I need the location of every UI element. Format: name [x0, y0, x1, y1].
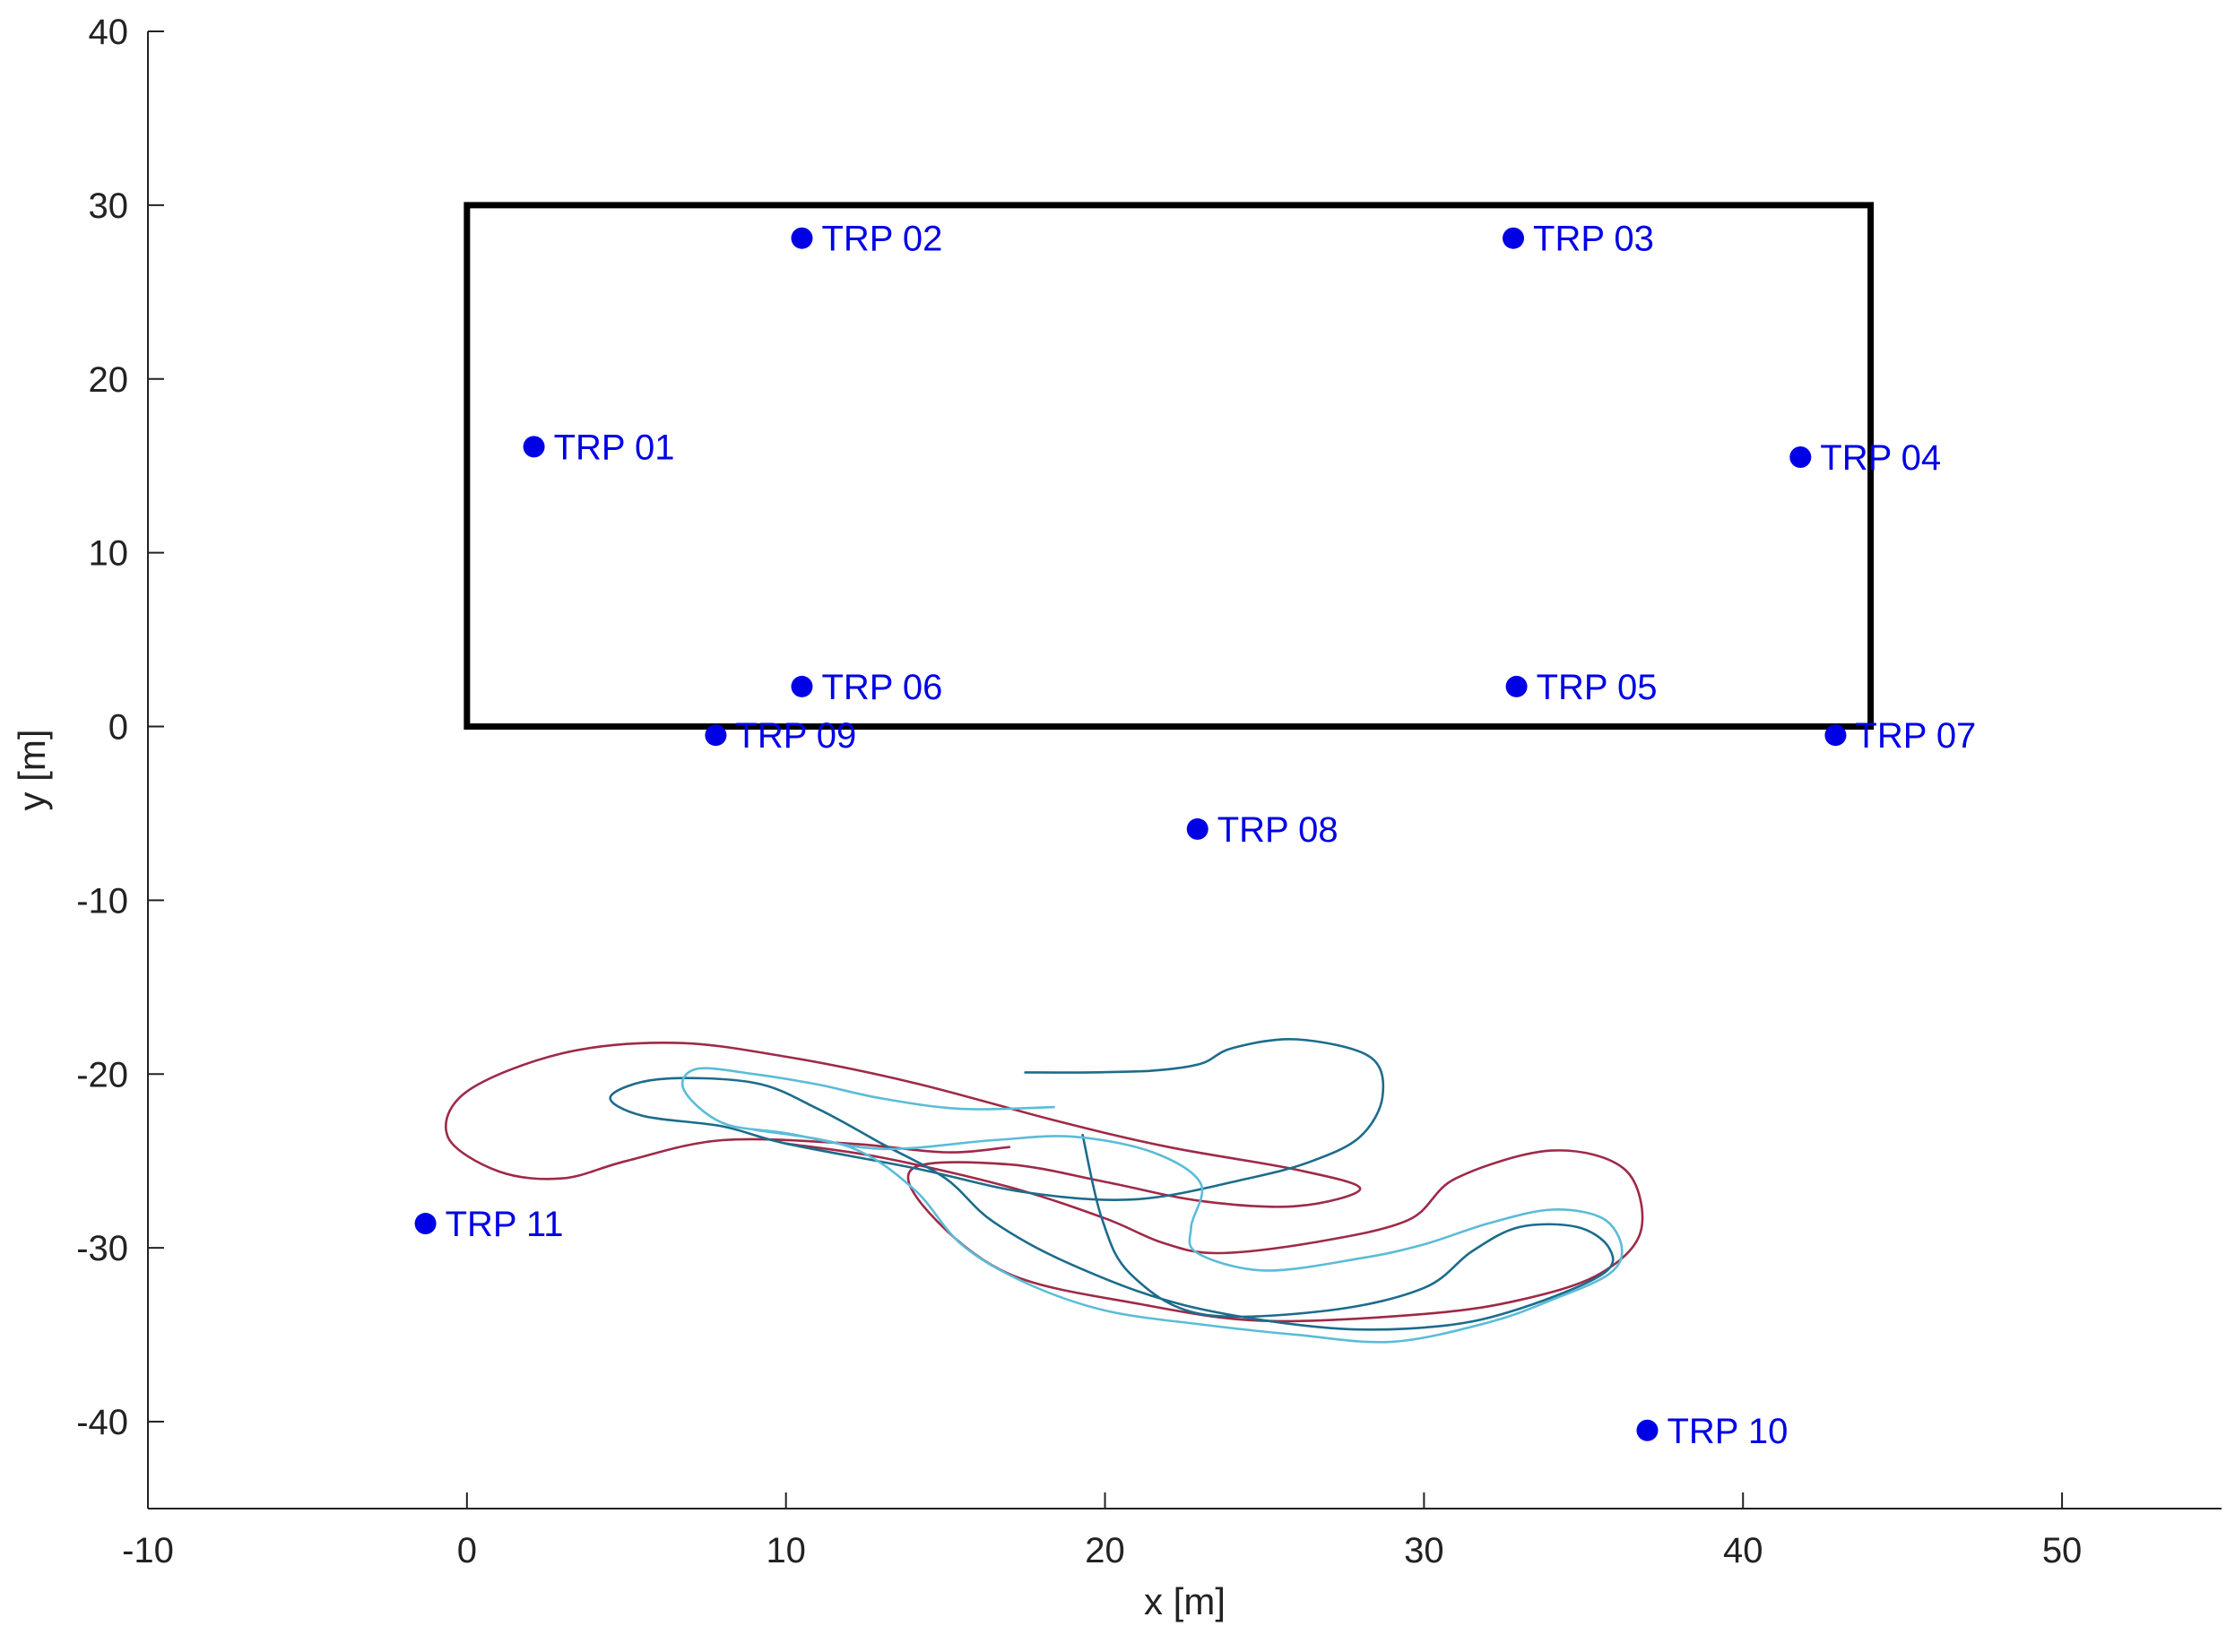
trp-label: TRP 07: [1855, 716, 1976, 756]
trp-point: [523, 436, 545, 458]
trp-point: [1824, 724, 1847, 747]
trp-label: TRP 05: [1537, 668, 1658, 707]
trp-label: TRP 09: [735, 716, 856, 756]
trp-point: [1789, 446, 1812, 469]
trp-point: [1505, 675, 1528, 697]
y-ticks: -40 -30 -20 -10 0 10 20 30 40: [76, 13, 164, 1442]
trajectory-layer: [445, 1037, 1644, 1344]
region-rectangle: [463, 202, 1875, 731]
trp-point: [1636, 1419, 1659, 1441]
x-tick-label: 40: [1723, 1531, 1763, 1570]
point-layer: TRP 01 TRP 02 TRP 03 TRP 04 TRP 05 TRP 06 TRP …: [414, 220, 1976, 1451]
trp-point: [414, 1213, 437, 1235]
x-tick-label: 50: [2042, 1531, 2083, 1570]
x-tick-label: 30: [1404, 1531, 1444, 1570]
trp-label: TRP 04: [1820, 438, 1941, 478]
region-layer: [463, 202, 1875, 731]
x-tick-label: 0: [457, 1531, 477, 1570]
y-tick-label: 20: [89, 360, 129, 400]
axes: -10 0 10 20 30 40 50 -40 -30 -20 -10 0 10 20 30 40: [76, 13, 2222, 1570]
trp-label: TRP 01: [554, 428, 675, 467]
y-tick-label: 30: [89, 186, 129, 226]
trp-label: TRP 02: [821, 220, 942, 259]
trajectory-line-3: [680, 1067, 1624, 1344]
trp-label: TRP 03: [1533, 220, 1654, 259]
trp-point: [1503, 227, 1525, 249]
y-tick-label: 0: [108, 708, 128, 748]
trp-point: [1186, 817, 1208, 840]
x-ticks: -10 0 10 20 30 40 50: [122, 1492, 2082, 1570]
trp-label: TRP 08: [1217, 810, 1338, 850]
x-tick-label: 20: [1085, 1531, 1125, 1570]
trajectory-line-1: [445, 1042, 1644, 1323]
y-tick-label: 40: [89, 13, 129, 52]
x-tick-label: 10: [766, 1531, 806, 1570]
y-tick-label: 10: [89, 534, 129, 574]
trajectory-line-2: [609, 1037, 1615, 1331]
x-tick-label: -10: [122, 1531, 174, 1570]
y-axis-label: y [m]: [11, 730, 53, 811]
trp-label: TRP 06: [821, 668, 942, 707]
trp-label: TRP 11: [446, 1205, 564, 1244]
y-tick-label: -10: [76, 881, 128, 921]
trp-point: [791, 675, 813, 697]
x-axis-label: x [m]: [1144, 1580, 1226, 1622]
y-tick-label: -40: [76, 1403, 128, 1442]
trp-point: [791, 227, 813, 249]
y-tick-label: -30: [76, 1229, 128, 1268]
y-tick-label: -20: [76, 1055, 128, 1094]
trp-label: TRP 10: [1667, 1412, 1788, 1451]
trp-point: [705, 724, 727, 747]
